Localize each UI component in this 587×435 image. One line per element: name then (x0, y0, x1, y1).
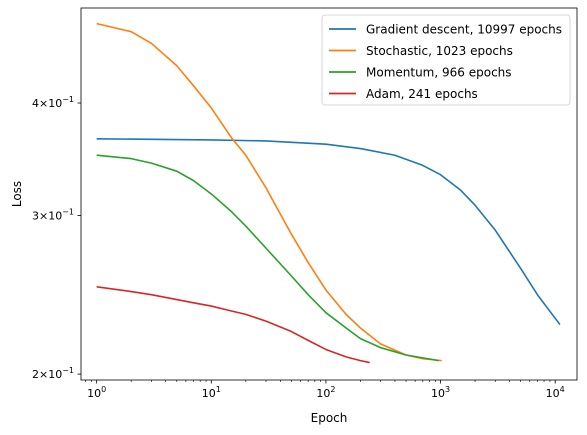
y-axis-label: Loss (10, 181, 24, 207)
legend: Gradient descent, 10997 epochs Stochastic… (322, 15, 570, 105)
legend-label: Stochastic, 1023 epochs (366, 44, 513, 58)
legend-label: Adam, 241 epochs (366, 87, 478, 101)
x-axis-label: Epoch (311, 411, 348, 425)
legend-label: Gradient descent, 10997 epochs (366, 23, 562, 37)
legend-label: Momentum, 966 epochs (366, 66, 512, 80)
